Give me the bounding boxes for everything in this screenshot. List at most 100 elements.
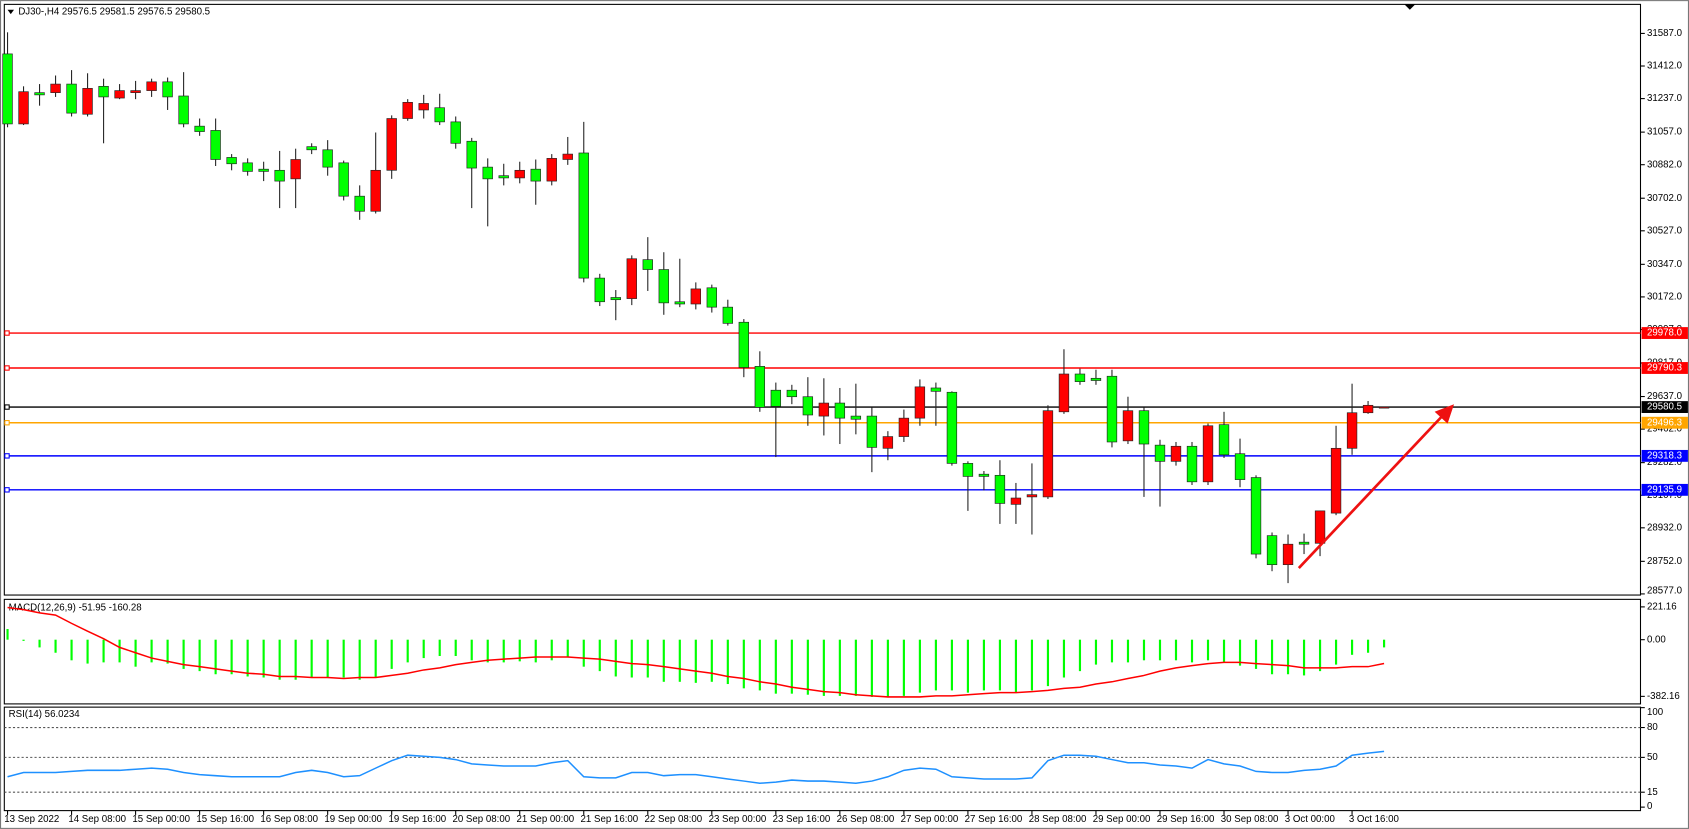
- candle-body: [354, 195, 365, 212]
- x-tick-label: 16 Sep 08:00: [260, 814, 318, 825]
- macd-bar: [454, 639, 457, 657]
- candle-body: [562, 153, 573, 160]
- macd-bar: [966, 639, 969, 693]
- candle-body: [98, 85, 109, 98]
- macd-bar: [1094, 639, 1098, 665]
- candle-body: [338, 162, 349, 197]
- candle-body: [898, 417, 910, 437]
- y-tick-label: 28752.0: [1647, 556, 1683, 567]
- rsi-panel: [3, 706, 1642, 812]
- x-tick-label: 19 Sep 00:00: [324, 814, 382, 825]
- candle-body: [1346, 412, 1358, 449]
- macd-bar: [1126, 639, 1130, 663]
- macd-bar: [438, 639, 441, 657]
- candle-body: [1010, 497, 1022, 505]
- macd-bar: [1078, 639, 1082, 672]
- y-tick-label: 50: [1647, 752, 1658, 763]
- y-tick-label: 31412.0: [1647, 61, 1683, 72]
- y-tick-label: 30882.0: [1647, 159, 1683, 170]
- macd-bar: [998, 639, 1002, 691]
- menu-arrow[interactable]: [7, 9, 15, 15]
- macd-bar: [822, 639, 825, 696]
- price-level-handle: [4, 420, 10, 426]
- candle-body: [210, 130, 221, 160]
- candle-body: [1122, 410, 1134, 442]
- trend-arrow: [1297, 415, 1444, 570]
- macd-bar: [1382, 639, 1386, 648]
- macd-bar: [54, 639, 57, 653]
- candle-body: [514, 169, 525, 179]
- price-level-handle: [4, 365, 10, 371]
- y-tick-label: 31237.0: [1647, 93, 1683, 104]
- rsi-line: [7, 750, 1385, 785]
- macd-bar: [614, 639, 617, 677]
- macd-bar: [566, 639, 569, 658]
- candle-body: [466, 140, 477, 169]
- candle-body: [834, 402, 846, 419]
- macd-bar: [1062, 639, 1066, 678]
- macd-bar: [1318, 639, 1322, 672]
- y-tick-label: 221.16: [1647, 601, 1677, 612]
- macd-bar: [358, 639, 361, 680]
- x-tick-label: 3 Oct 00:00: [1285, 814, 1336, 825]
- candle-body: [1282, 543, 1294, 566]
- y-tick-label: 30702.0: [1647, 193, 1683, 204]
- x-tick-label: 21 Sep 16:00: [581, 814, 639, 825]
- macd-title: MACD(12,26,9) -51.95 -160.28: [9, 603, 142, 614]
- macd-bar: [790, 639, 793, 694]
- macd-bar: [1238, 639, 1242, 666]
- candle-body: [1106, 375, 1118, 443]
- macd-bar: [1254, 639, 1258, 669]
- macd-bar: [1334, 639, 1338, 665]
- macd-bar: [598, 639, 601, 672]
- macd-bar: [182, 639, 185, 669]
- candle-body: [722, 306, 733, 324]
- y-tick-label: 30527.0: [1647, 225, 1683, 236]
- macd-bar: [70, 639, 73, 661]
- macd-bar: [694, 639, 697, 683]
- candle-body: [370, 169, 381, 212]
- candle-body: [498, 175, 509, 179]
- x-tick-label: 20 Sep 08:00: [452, 814, 510, 825]
- candle-body: [754, 366, 766, 408]
- x-tick-label: 26 Sep 08:00: [837, 814, 895, 825]
- candle-body: [546, 158, 557, 182]
- candle-body: [130, 90, 141, 93]
- y-tick-label: 29462.0: [1647, 424, 1683, 435]
- candle-body: [770, 389, 782, 407]
- macd-bar: [118, 639, 121, 663]
- macd-bar: [86, 639, 89, 664]
- macd-bar: [886, 639, 889, 697]
- candle-body: [690, 288, 701, 305]
- macd-bar: [246, 639, 249, 677]
- candle-body: [1378, 406, 1390, 409]
- x-tick-label: 21 Sep 00:00: [517, 814, 575, 825]
- shift-marker: [1404, 4, 1416, 10]
- y-tick-label: 0: [1647, 801, 1653, 812]
- candle-body: [1330, 447, 1342, 514]
- candle-body: [146, 81, 157, 91]
- candle-body: [1026, 494, 1038, 498]
- candle-body: [1170, 445, 1182, 462]
- candle-body: [194, 125, 205, 132]
- x-tick-label: 3 Oct 16:00: [1349, 814, 1400, 825]
- main-panel: [3, 3, 1642, 596]
- x-tick-label: 15 Sep 00:00: [132, 814, 190, 825]
- macd-bar: [1046, 639, 1050, 687]
- candle-body: [1186, 445, 1198, 483]
- candle-body: [1074, 373, 1086, 382]
- macd-bar: [838, 639, 841, 696]
- macd-bar: [710, 639, 713, 682]
- candle-body: [1058, 373, 1070, 413]
- macd-bar: [486, 639, 489, 663]
- price-label: 29790.3: [1647, 363, 1682, 374]
- y-tick-label: 100: [1647, 707, 1664, 718]
- macd-bar: [806, 639, 809, 695]
- candle-body: [386, 118, 397, 171]
- trend-arrow-head: [1434, 404, 1455, 424]
- macd-bar: [678, 639, 681, 682]
- x-tick-label: 14 Sep 08:00: [68, 814, 126, 825]
- macd-bar: [550, 639, 553, 661]
- candle-body: [610, 297, 621, 301]
- candle-body: [930, 387, 942, 392]
